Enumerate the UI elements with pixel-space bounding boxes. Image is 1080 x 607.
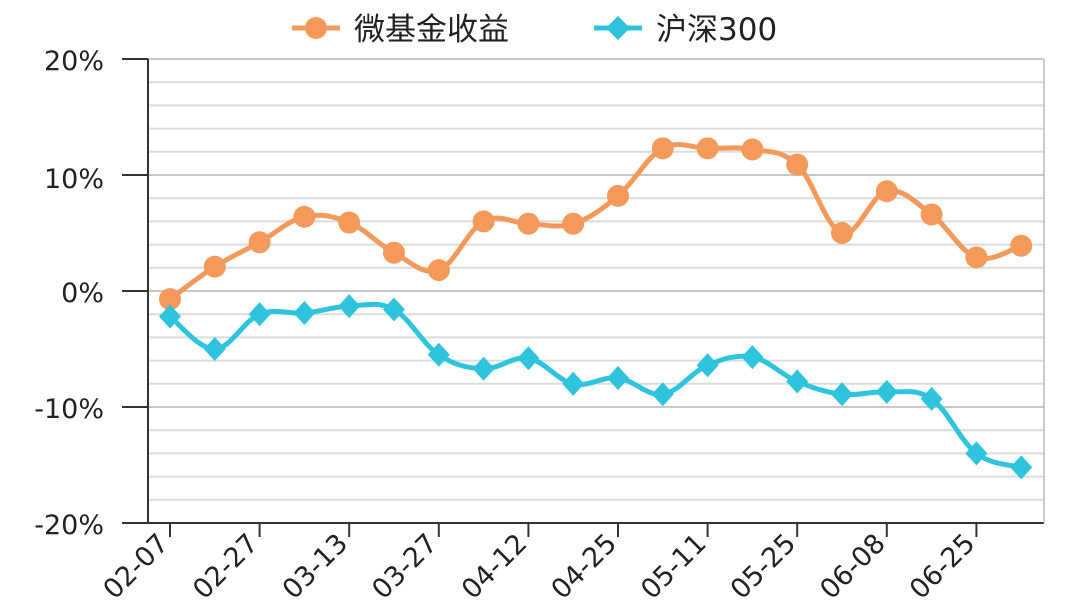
- gridlines: [148, 58, 1044, 501]
- series-2: [159, 294, 1033, 480]
- data-point[interactable]: [875, 180, 898, 203]
- data-point[interactable]: [159, 288, 181, 311]
- series-1: [159, 137, 1033, 311]
- data-point[interactable]: [338, 294, 361, 319]
- data-point[interactable]: [427, 342, 450, 367]
- series-line: [167, 301, 1024, 470]
- data-point[interactable]: [517, 346, 540, 371]
- y-tick-label: 10%: [44, 164, 104, 195]
- data-point[interactable]: [472, 210, 495, 233]
- data-point[interactable]: [831, 222, 853, 244]
- data-point[interactable]: [203, 255, 226, 278]
- legend-item-series-2[interactable]: 沪深300: [594, 12, 777, 48]
- y-tick-label: -10%: [34, 394, 104, 425]
- data-point[interactable]: [920, 203, 943, 226]
- data-point[interactable]: [786, 153, 809, 176]
- axes: [122, 58, 1045, 524]
- data-point[interactable]: [383, 297, 405, 322]
- y-tick-label: 20%: [44, 46, 104, 77]
- data-point[interactable]: [248, 302, 271, 327]
- x-axis: 02-07 02-27 03-13 03-27 04-12 04-25 05-11 05-25…: [98, 523, 981, 605]
- legend-circle-marker-icon: [305, 17, 327, 39]
- legend-label: 沪深300: [656, 12, 777, 48]
- data-point[interactable]: [293, 301, 316, 326]
- data-point[interactable]: [1010, 455, 1033, 480]
- data-point[interactable]: [965, 441, 988, 466]
- x-tick-label: 04-25: [546, 528, 623, 605]
- y-axis: 20% 10% 0% -10% -20%: [34, 46, 104, 541]
- data-point[interactable]: [786, 369, 809, 394]
- data-point[interactable]: [562, 371, 585, 396]
- data-point[interactable]: [248, 231, 271, 254]
- data-point[interactable]: [651, 137, 674, 160]
- y-tick-label: -20%: [34, 510, 104, 541]
- data-point[interactable]: [607, 184, 629, 207]
- data-point[interactable]: [338, 211, 361, 234]
- data-point[interactable]: [383, 241, 405, 264]
- data-point[interactable]: [696, 353, 719, 378]
- data-point[interactable]: [965, 246, 988, 269]
- data-point[interactable]: [159, 304, 181, 329]
- data-point[interactable]: [741, 345, 764, 370]
- legend-item-series-1[interactable]: 微基金收益: [292, 12, 509, 48]
- data-point[interactable]: [696, 137, 719, 160]
- series-layer: [159, 137, 1033, 480]
- data-point[interactable]: [293, 205, 316, 228]
- x-tick-label: 05-11: [635, 528, 712, 605]
- data-point[interactable]: [427, 259, 450, 282]
- y-tick-label: 0%: [61, 278, 104, 309]
- x-tick-label: 04-12: [456, 528, 533, 605]
- legend-diamond-marker-icon: [606, 16, 630, 40]
- legend-label: 微基金收益: [354, 12, 509, 48]
- x-tick-label: 02-07: [98, 528, 175, 605]
- data-point[interactable]: [875, 379, 898, 404]
- data-point[interactable]: [517, 212, 540, 235]
- x-tick-label: 02-27: [187, 528, 264, 605]
- data-point[interactable]: [1010, 234, 1033, 257]
- data-point[interactable]: [607, 366, 629, 390]
- x-tick-label: 03-13: [277, 528, 354, 605]
- x-tick-label: 06-25: [904, 528, 981, 605]
- x-tick-label: 03-27: [366, 528, 443, 605]
- x-tick-label: 06-08: [814, 528, 891, 605]
- data-point[interactable]: [920, 386, 943, 411]
- data-point[interactable]: [651, 382, 674, 407]
- data-point[interactable]: [203, 337, 226, 361]
- legend: 微基金收益 沪深300: [292, 12, 777, 48]
- data-point[interactable]: [562, 212, 585, 235]
- data-point[interactable]: [831, 382, 853, 407]
- x-tick-label: 05-25: [725, 528, 802, 605]
- data-point[interactable]: [472, 356, 495, 381]
- data-point[interactable]: [741, 138, 764, 161]
